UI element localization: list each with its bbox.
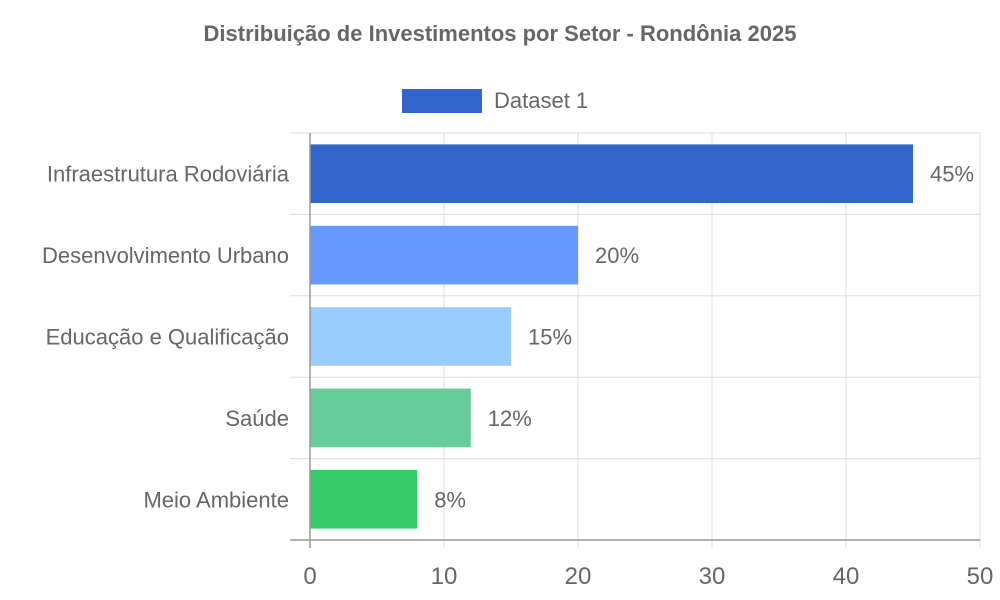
category-label-2: Educação e Qualificação (46, 325, 289, 350)
data-label-4: 8% (434, 487, 466, 512)
chart-title: Distribuição de Investimentos por Setor … (203, 21, 797, 46)
category-label-3: Saúde (225, 406, 289, 431)
data-label-2: 15% (528, 325, 572, 350)
legend-swatch (402, 89, 482, 113)
data-label-0: 45% (930, 162, 974, 187)
legend-label: Dataset 1 (494, 88, 589, 113)
x-tick-label-5: 50 (967, 563, 994, 590)
x-tick-label-0: 0 (303, 563, 316, 590)
x-tick-label-1: 10 (431, 563, 458, 590)
bar-3 (310, 388, 471, 448)
bar-4 (310, 469, 418, 529)
data-label-3: 12% (488, 406, 532, 431)
x-tick-label-2: 20 (565, 563, 592, 590)
bar-1 (310, 225, 578, 285)
bar-2 (310, 307, 511, 366)
bar-0 (310, 144, 913, 204)
x-tick-label-3: 30 (699, 563, 726, 590)
category-label-1: Desenvolvimento Urbano (42, 243, 289, 268)
legend[interactable]: Dataset 1 (402, 88, 588, 114)
x-tick-label-4: 40 (833, 563, 860, 590)
category-label-0: Infraestrutura Rodoviária (47, 162, 290, 187)
category-label-4: Meio Ambiente (143, 487, 289, 512)
data-label-1: 20% (595, 243, 639, 268)
